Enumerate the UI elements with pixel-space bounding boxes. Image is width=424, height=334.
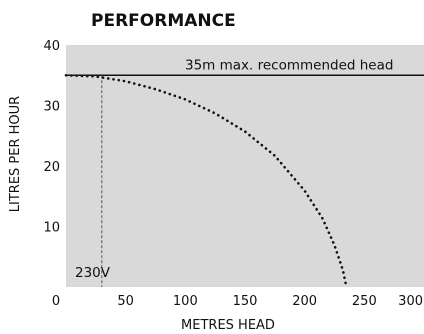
x-tick-label: 0 [52, 294, 60, 309]
max-head-label: 35m max. recommended head [185, 57, 393, 73]
x-tick-label: 250 [352, 294, 377, 309]
x-tick-label: 300 [398, 294, 423, 309]
x-tick-label: 200 [292, 294, 317, 309]
x-axis-ticks: 0 50 100 150 200 250 300 [52, 294, 423, 309]
plot-area [66, 45, 424, 287]
y-tick-label: 40 [43, 39, 60, 54]
x-axis-label: METRES HEAD [181, 318, 275, 333]
y-tick-label: 10 [43, 221, 60, 236]
x-tick-label: 150 [233, 294, 258, 309]
x-tick-label: 50 [117, 294, 134, 309]
y-tick-label: 30 [43, 100, 60, 115]
performance-curve [64, 74, 348, 289]
y-axis-label: LITRES PER HOUR [8, 96, 23, 212]
chart-title: PERFORMANCE [91, 11, 236, 31]
y-tick-label: 20 [43, 160, 60, 175]
voltage-label: 230V [75, 265, 111, 281]
x-tick-label: 100 [173, 294, 198, 309]
y-axis-ticks: 10 20 30 40 [43, 39, 60, 236]
